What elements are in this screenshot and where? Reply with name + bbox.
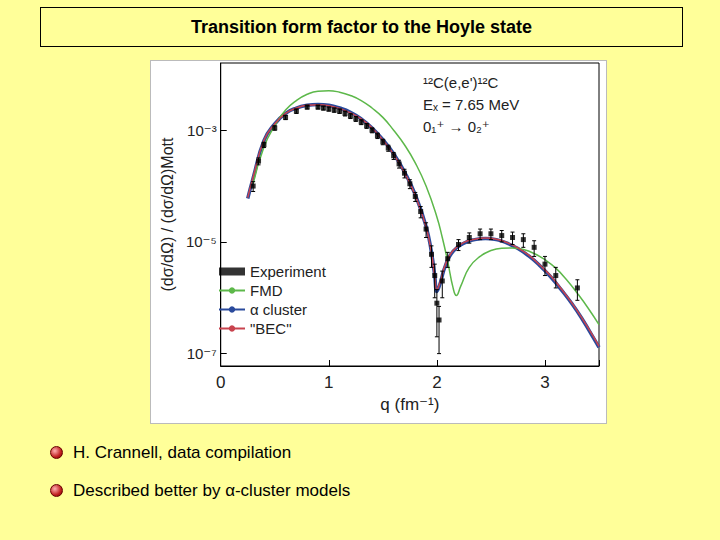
html-text:H. Crannell, data compilation: H. Crannell, data compilation	[73, 443, 292, 462]
svg-text:10⁻⁵: 10⁻⁵	[186, 233, 217, 250]
svg-text:0₁⁺ → 0₂⁺: 0₁⁺ → 0₂⁺	[423, 118, 490, 135]
svg-text:Experiment: Experiment	[250, 263, 327, 280]
html-text:Transition form factor to the: Transition form factor to the Hoyle stat…	[191, 17, 532, 37]
svg-text:1: 1	[324, 373, 333, 392]
svg-text:q (fm⁻¹): q (fm⁻¹)	[380, 395, 439, 414]
svg-text:10⁻⁷: 10⁻⁷	[187, 345, 217, 362]
svg-text:FMD: FMD	[250, 282, 283, 299]
svg-text:3: 3	[540, 373, 549, 392]
svg-text:¹²C(e,e')¹²C: ¹²C(e,e')¹²C	[423, 74, 499, 91]
svg-text:Eₓ = 7.65 MeV: Eₓ = 7.65 MeV	[423, 96, 519, 113]
svg-text:0: 0	[216, 373, 225, 392]
html-text:Described better by α-cluster: Described better by α-cluster models	[73, 481, 351, 500]
svg-text:10⁻³: 10⁻³	[187, 122, 217, 139]
svg-text:2: 2	[432, 373, 441, 392]
svg-text:"BEC": "BEC"	[250, 320, 292, 337]
svg-text:α cluster: α cluster	[250, 301, 307, 318]
svg-text:(dσ/dΩ) / (dσ/dΩ)Mott: (dσ/dΩ) / (dσ/dΩ)Mott	[159, 137, 176, 291]
